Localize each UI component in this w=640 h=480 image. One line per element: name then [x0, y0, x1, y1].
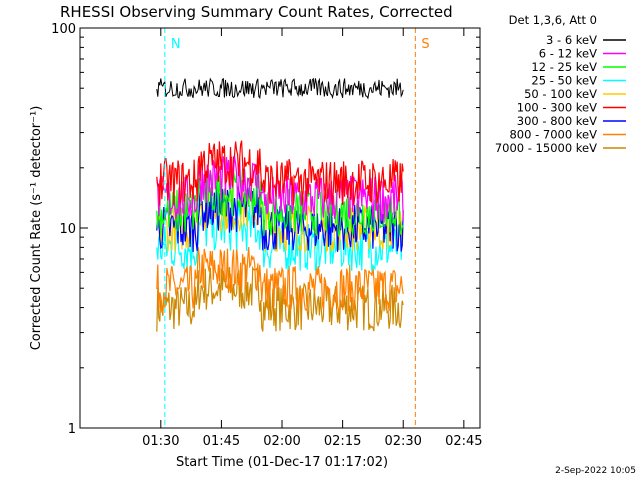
x-tick-label: 01:30	[142, 434, 179, 449]
series-line	[156, 246, 404, 313]
legend-label: 3 - 6 keV	[546, 33, 597, 47]
series-line	[156, 168, 404, 238]
y-tick-label: 10	[59, 222, 76, 237]
marker-label: S	[421, 37, 429, 52]
legend-label: 50 - 100 keV	[524, 87, 597, 101]
legend-label: 100 - 300 keV	[517, 101, 597, 115]
series-line	[156, 77, 404, 100]
legend-label: 7000 - 15000 keV	[495, 141, 597, 155]
legend-header: Det 1,3,6, Att 0	[509, 13, 597, 27]
y-tick-label: 1	[68, 422, 76, 437]
y-axis: 1 10 100	[51, 22, 480, 437]
legend-label: 12 - 25 keV	[531, 60, 597, 74]
x-tick-label: 02:15	[324, 434, 361, 449]
x-tick-label: 01:45	[203, 434, 240, 449]
x-axis: 01:30 01:45 02:00 02:15 02:30 02:45	[142, 28, 483, 449]
x-tick-label: 02:00	[263, 434, 300, 449]
legend-label: 800 - 7000 keV	[509, 128, 597, 142]
x-axis-label: Start Time (01-Dec-17 01:17:02)	[176, 455, 388, 470]
legend-label: 25 - 50 keV	[531, 74, 597, 88]
series-line	[156, 140, 404, 206]
x-tick-label: 02:45	[445, 434, 482, 449]
y-tick-label: 100	[51, 22, 76, 37]
legend-label: 6 - 12 keV	[539, 47, 597, 61]
x-tick-label: 02:30	[384, 434, 421, 449]
timestamp: 2-Sep-2022 10:05	[555, 466, 636, 476]
legend-label: 300 - 800 keV	[517, 114, 597, 128]
marker-label: N	[171, 37, 181, 52]
y-axis-label: Corrected Count Rate (s⁻¹ detector⁻¹)	[29, 106, 44, 351]
chart-title: RHESSI Observing Summary Count Rates, Co…	[60, 3, 453, 21]
